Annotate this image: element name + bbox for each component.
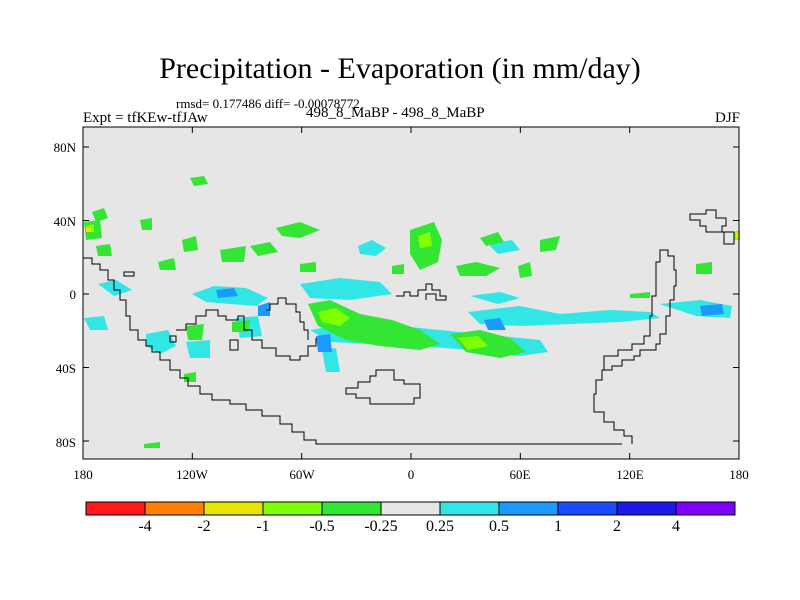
colorbar-label: 0.5 bbox=[489, 518, 509, 535]
x-tick-label: 120W bbox=[176, 467, 209, 482]
coastline-small-3 bbox=[169, 335, 177, 343]
contour-blue-3 bbox=[316, 334, 332, 352]
contour-yellow-1 bbox=[736, 232, 740, 238]
coastline-small-1 bbox=[123, 271, 135, 277]
coastline-east bbox=[593, 249, 677, 444]
contour-green-21 bbox=[630, 292, 650, 298]
colorbar-labels: -4 -2 -1 -0.5 -0.25 0.25 0.5 1 2 4 bbox=[138, 518, 680, 535]
contour-green-22 bbox=[696, 262, 712, 274]
contour-green-16 bbox=[232, 320, 250, 332]
contour-lightgreen-3 bbox=[418, 232, 432, 248]
contour-green-20 bbox=[300, 262, 316, 272]
contour-cyan-10 bbox=[186, 340, 210, 358]
colorbar-label: 0.25 bbox=[426, 518, 454, 535]
colorbar-label: 4 bbox=[672, 518, 680, 535]
coastline-west-2 bbox=[176, 309, 317, 361]
contour-green-18 bbox=[140, 218, 152, 230]
contour-green-23 bbox=[144, 442, 160, 448]
season-label: DJF bbox=[714, 110, 740, 126]
contour-lightgreen-1 bbox=[318, 308, 350, 326]
x-tick-label: 120E bbox=[616, 467, 644, 482]
coastline-africa bbox=[396, 283, 447, 301]
center-subtitle: 498_8_MaBP - 498_8_MaBP bbox=[306, 105, 485, 121]
stats-line: rmsd= 0.177486 diff= -0.00078772 bbox=[176, 96, 360, 111]
contour-fields bbox=[84, 176, 740, 448]
contour-green-4 bbox=[250, 242, 278, 256]
contour-green-19 bbox=[96, 244, 112, 256]
colorbar-swatch bbox=[675, 501, 736, 516]
x-tick-label: 180 bbox=[73, 467, 93, 482]
contour-green-2 bbox=[190, 176, 208, 186]
colorbar-label: -2 bbox=[197, 518, 210, 535]
axis-ticks bbox=[82, 127, 740, 459]
contour-cyan-3 bbox=[300, 278, 392, 300]
colorbar bbox=[85, 501, 736, 516]
colorbar-swatch bbox=[262, 501, 323, 516]
colorbar-swatch bbox=[321, 501, 382, 516]
colorbar-swatch bbox=[557, 501, 618, 516]
colorbar-label: -4 bbox=[138, 518, 151, 535]
chart-title: Precipitation - Evaporation (in mm/day) bbox=[159, 52, 641, 85]
y-tick-label: 40N bbox=[54, 214, 77, 229]
x-tick-label: 0 bbox=[408, 467, 415, 482]
contour-cyan-13 bbox=[322, 348, 340, 372]
contour-cyan-4 bbox=[358, 240, 386, 256]
contour-green-8 bbox=[182, 236, 198, 252]
colorbar-label: 1 bbox=[554, 518, 562, 535]
continent-outlines bbox=[83, 209, 735, 445]
coastline-northeast bbox=[689, 209, 735, 245]
contour-cyan-9 bbox=[146, 330, 176, 354]
colorbar-swatch bbox=[498, 501, 559, 516]
contour-green-15 bbox=[480, 232, 504, 246]
contour-cyan-6 bbox=[84, 316, 108, 330]
contour-cyan-7 bbox=[468, 306, 660, 326]
y-tick-label: 0 bbox=[70, 287, 77, 302]
contour-green-1 bbox=[92, 208, 108, 222]
contour-blue-2 bbox=[484, 318, 506, 330]
contour-green-25 bbox=[392, 264, 404, 274]
colorbar-swatch bbox=[616, 501, 677, 516]
contour-green-11 bbox=[540, 236, 560, 252]
contour-green-7 bbox=[158, 258, 176, 270]
x-tick-label: 180 bbox=[729, 467, 749, 482]
colorbar-label: -1 bbox=[256, 518, 269, 535]
coastline-central bbox=[266, 297, 309, 340]
contour-green-6 bbox=[220, 246, 246, 262]
x-tick-label: 60E bbox=[510, 467, 531, 482]
colorbar-label: -0.25 bbox=[364, 518, 397, 535]
x-tick-label: 60W bbox=[289, 467, 315, 482]
y-tick-label: 80S bbox=[56, 435, 76, 450]
contour-yellow-2 bbox=[86, 228, 91, 232]
contour-blue-1 bbox=[216, 288, 238, 298]
colorbar-swatch bbox=[439, 501, 500, 516]
colorbar-swatch bbox=[203, 501, 264, 516]
contour-lightgreen-2 bbox=[458, 336, 488, 350]
contour-green-24 bbox=[184, 372, 196, 382]
y-tick-label: 40S bbox=[56, 361, 76, 376]
contour-cyan-12 bbox=[470, 292, 520, 304]
y-tick-label: 80N bbox=[54, 140, 77, 155]
contour-cyan-5 bbox=[98, 280, 132, 296]
coastline-west bbox=[83, 257, 622, 445]
colorbar-swatch bbox=[144, 501, 205, 516]
contour-green-12 bbox=[518, 262, 532, 278]
colorbar-label: 2 bbox=[613, 518, 621, 535]
contour-blue-4 bbox=[700, 304, 724, 316]
colorbar-swatch bbox=[85, 501, 146, 516]
contour-green-10 bbox=[456, 262, 500, 276]
colorbar-swatch bbox=[380, 501, 441, 516]
coastline-small-2 bbox=[229, 339, 239, 351]
experiment-label: Expt = tfKEw-tfJAw bbox=[83, 110, 208, 126]
contour-green-17 bbox=[186, 324, 204, 340]
colorbar-label: -0.5 bbox=[309, 518, 334, 535]
coastline-island bbox=[345, 369, 421, 405]
contour-blue-5 bbox=[258, 302, 270, 316]
contour-green-5 bbox=[276, 222, 320, 238]
